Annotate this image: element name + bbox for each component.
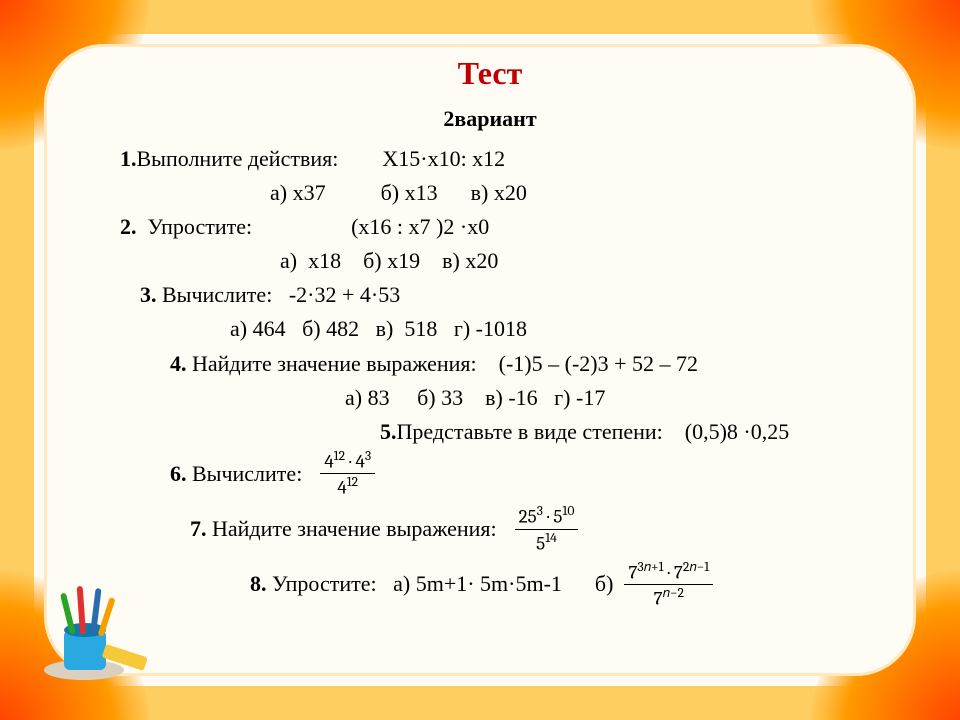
q6-prompt: 6. Вычислите: 412 · 43 412 xyxy=(100,449,880,498)
slide-title: Тест xyxy=(100,55,880,92)
q3-options: а) 464 б) 482 в) 518 г) -1018 xyxy=(100,312,880,346)
variant-label: 2вариант xyxy=(100,106,880,132)
q3-prompt: 3. Вычислите: -2·32 + 4·53 xyxy=(100,278,880,312)
q6-fraction: 412 · 43 412 xyxy=(320,449,375,498)
q4-prompt: 4. Найдите значение выражения: (-1)5 – (… xyxy=(100,347,880,381)
q1-options: а) х37 б) х13 в) х20 xyxy=(100,176,880,210)
pens-clipart-icon xyxy=(36,574,156,684)
q4-options: а) 83 б) 33 в) -16 г) -17 xyxy=(100,381,880,415)
q2-options: а) х18 б) х19 в) х20 xyxy=(100,244,880,278)
q5-prompt: 5.Представьте в виде степени: (0,5)8 ·0,… xyxy=(100,415,880,449)
q7-prompt: 7. Найдите значение выражения: 253 · 510… xyxy=(100,504,880,553)
q1-prompt: 1.Выполните действия: Х15·х10: х12 xyxy=(100,142,880,176)
q2-prompt: 2. Упростите: (х16 : х7 )2 ·х0 xyxy=(100,210,880,244)
q8-prompt: 8. Упростите: а) 5m+1· 5m·5m-1 б) 73𝑛+1 … xyxy=(100,560,880,609)
q7-fraction: 253 · 510 514 xyxy=(515,504,579,553)
q8-fraction: 73𝑛+1 · 72𝑛−1 7𝑛−2 xyxy=(624,560,713,609)
